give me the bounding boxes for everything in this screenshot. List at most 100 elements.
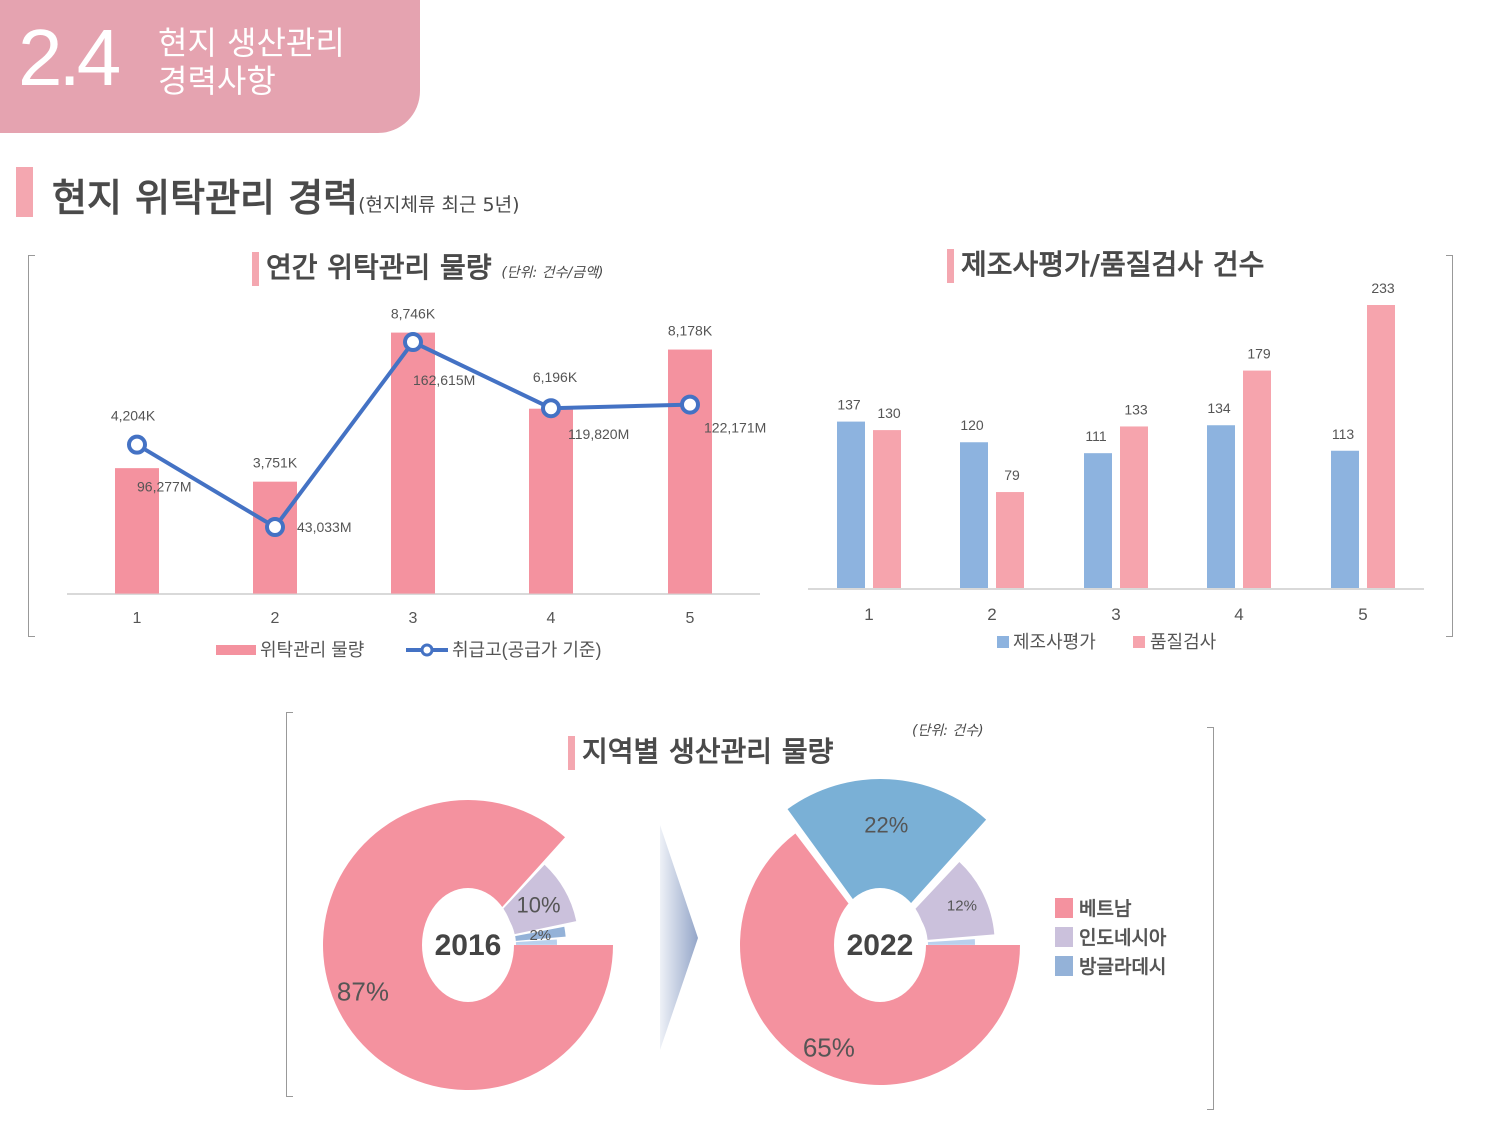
pie-2016-slice-1 bbox=[323, 800, 613, 1090]
pie-2022-slice-3 bbox=[913, 862, 995, 940]
pie-slice-label: 2% bbox=[529, 927, 551, 944]
bar-제조사평가-3 bbox=[1084, 453, 1112, 588]
line-marker-4 bbox=[541, 398, 561, 419]
bar-value-label: 111 bbox=[1085, 428, 1106, 444]
line-marker-3 bbox=[403, 332, 423, 353]
line-marker-1 bbox=[127, 434, 147, 455]
pie-slice-label: 65% bbox=[803, 1033, 855, 1063]
chart2-title: 제조사평가/품질검사 건수 bbox=[947, 243, 1264, 283]
line-marker-2 bbox=[265, 517, 285, 538]
legend-swatch-1 bbox=[1055, 898, 1073, 918]
pie-2016-slice-3 bbox=[515, 926, 566, 941]
pie-year-label: 2016 bbox=[435, 929, 502, 962]
bar-value-label: 79 bbox=[1004, 467, 1020, 483]
pie-slice-label: 12% bbox=[947, 897, 977, 914]
bracket-left bbox=[28, 255, 35, 637]
x-tick-4: 4 bbox=[1234, 605, 1243, 624]
pie-hole bbox=[834, 888, 926, 1002]
bar-label-2: 3,751K bbox=[253, 455, 298, 471]
bar-value-label: 120 bbox=[960, 417, 984, 433]
bracket-right bbox=[1446, 255, 1453, 637]
bar-value-label: 113 bbox=[1332, 426, 1355, 442]
x-tick-4: 4 bbox=[547, 610, 556, 627]
title-marker bbox=[16, 167, 33, 217]
bracket-bottom-right bbox=[1207, 727, 1214, 1110]
x-tick-2: 2 bbox=[271, 610, 280, 627]
x-tick-2: 2 bbox=[987, 605, 996, 624]
legend-swatch-2 bbox=[1133, 636, 1145, 648]
pie-2016-slice-4 bbox=[515, 939, 557, 945]
legend-swatch-1 bbox=[997, 636, 1009, 648]
x-tick-3: 3 bbox=[1111, 605, 1120, 624]
chart3-title: 지역별 생산관리 물량 bbox=[568, 730, 833, 770]
legend-bar-swatch bbox=[216, 645, 256, 655]
pie-2022-slice-1 bbox=[740, 833, 1020, 1085]
pie-year-label: 2022 bbox=[847, 929, 914, 962]
pie-2022-slice-4 bbox=[927, 939, 975, 945]
bar-품질검사-1 bbox=[873, 430, 901, 588]
bar-제조사평가-5 bbox=[1331, 450, 1359, 588]
bar-품질검사-4 bbox=[1243, 370, 1271, 588]
bar-제조사평가-1 bbox=[837, 421, 865, 588]
legend-line-marker bbox=[420, 643, 434, 657]
line-label-5: 122,171M bbox=[704, 420, 766, 436]
header-title-line1: 현지 생산관리 bbox=[158, 24, 345, 62]
section-header-banner: 2.4 현지 생산관리 경력사항 bbox=[0, 0, 420, 133]
bar-label-4: 6,196K bbox=[533, 369, 578, 385]
line-label-4: 119,820M bbox=[568, 426, 629, 442]
chart3-unit: (단위: 건수) bbox=[912, 723, 984, 739]
section-subtitle: (현지체류 최근 5년) bbox=[358, 194, 520, 216]
header-title-line2: 경력사항 bbox=[158, 62, 276, 100]
section-number: 2.4 bbox=[18, 13, 121, 102]
bar-value-label: 137 bbox=[837, 397, 861, 413]
bar-label-1: 4,204K bbox=[111, 408, 156, 424]
bar-품질검사-3 bbox=[1120, 426, 1148, 588]
bar-5 bbox=[668, 349, 712, 594]
line-label-3: 162,615M bbox=[413, 372, 475, 388]
x-tick-5: 5 bbox=[1358, 605, 1367, 624]
section-header-title: 현지 생산관리 경력사항 bbox=[158, 24, 345, 100]
legend-swatch-2 bbox=[1055, 927, 1073, 947]
x-tick-3: 3 bbox=[409, 610, 418, 627]
legend-label-2: 품질검사 bbox=[1150, 632, 1217, 652]
legend-swatch-3 bbox=[1055, 956, 1073, 976]
bar-제조사평가-2 bbox=[960, 442, 988, 588]
pie-slice-label: 87% bbox=[337, 976, 389, 1006]
bar-2 bbox=[253, 481, 297, 594]
bracket-bottom-left bbox=[286, 712, 293, 1097]
line-marker-5 bbox=[680, 394, 700, 415]
arrow-icon bbox=[660, 825, 698, 1050]
line-label-1: 96,277M bbox=[137, 479, 191, 495]
pie-hole bbox=[422, 888, 514, 1002]
bar-value-label: 233 bbox=[1371, 280, 1395, 296]
bar-제조사평가-4 bbox=[1207, 425, 1235, 588]
legend-line-label: 취급고(공급가 기준) bbox=[452, 640, 601, 660]
section-title-text: 현지 위탁관리 경력 bbox=[52, 176, 359, 220]
x-tick-5: 5 bbox=[686, 610, 695, 627]
bar-1 bbox=[115, 468, 159, 594]
legend-label-1: 베트남 bbox=[1079, 898, 1132, 920]
legend-bar-label: 위탁관리 물량 bbox=[260, 640, 364, 660]
bar-품질검사-5 bbox=[1367, 305, 1395, 588]
bar-4 bbox=[529, 408, 573, 594]
legend-label-3: 방글라데시 bbox=[1079, 956, 1166, 978]
legend-label-2: 인도네시아 bbox=[1079, 927, 1167, 949]
pie-slice-label: 22% bbox=[864, 812, 908, 837]
bar-value-label: 134 bbox=[1207, 400, 1231, 416]
bar-품질검사-2 bbox=[996, 492, 1024, 588]
pie-slice-label: 10% bbox=[517, 893, 561, 918]
legend-label-1: 제조사평가 bbox=[1013, 632, 1096, 652]
bar-label-5: 8,178K bbox=[668, 323, 713, 339]
bar-label-3: 8,746K bbox=[391, 306, 436, 322]
pie-2016-slice-2 bbox=[501, 864, 577, 935]
line-label-2: 43,033M bbox=[297, 519, 351, 535]
bar-value-label: 133 bbox=[1124, 401, 1148, 417]
pie-2022-slice-2 bbox=[787, 779, 987, 904]
bar-value-label: 179 bbox=[1247, 346, 1271, 362]
chart1-title: 연간 위탁관리 물량 (단위: 건수/금액) bbox=[252, 246, 603, 286]
bar-value-label: 130 bbox=[877, 405, 901, 421]
x-tick-1: 1 bbox=[133, 610, 142, 627]
bar-3 bbox=[391, 332, 435, 594]
